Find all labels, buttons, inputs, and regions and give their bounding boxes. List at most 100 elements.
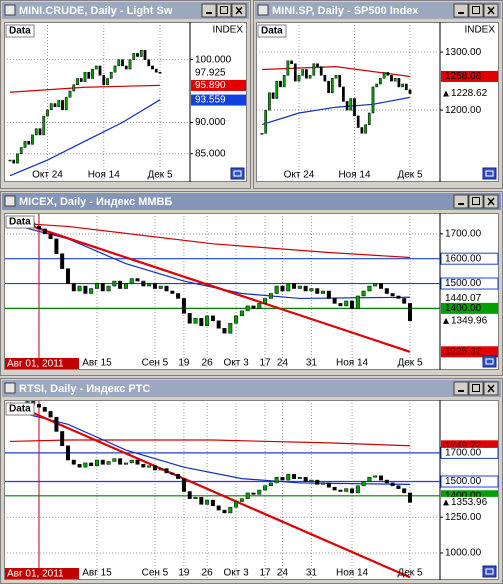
candle [396,485,401,489]
candle [280,476,285,481]
candle [129,459,134,464]
candle [303,285,308,292]
minimize-button[interactable] [453,3,469,18]
candle [34,128,38,136]
candle [141,464,146,468]
x-tick-label: 19 [178,568,190,579]
candle [338,489,343,492]
maximize-button[interactable] [468,381,484,396]
maximize-button[interactable] [216,3,232,18]
minimize-button[interactable] [453,194,469,209]
candle [158,468,163,471]
candle [323,75,327,82]
price-tag [440,277,499,290]
candle [321,482,326,485]
candle [94,283,99,289]
candle [355,295,360,309]
x-tick-label: Дек 5 [147,170,172,181]
x-tick-label: Авг 15 [82,358,112,369]
candle [297,476,302,479]
title-bar [2,380,501,397]
candle [123,283,128,289]
candle [199,496,204,505]
candle [61,100,64,111]
candle [158,71,162,74]
candle [334,75,338,79]
x-tick-label: 26 [202,568,214,579]
x-tick-label: Ноя 14 [338,170,371,181]
x-tick-label: Ноя 14 [336,568,369,579]
candle [129,278,134,284]
candle [282,75,286,88]
candle [316,63,319,67]
x-tick-label: Окт 3 [223,358,249,369]
candle [286,60,290,76]
button-glyph [472,384,480,392]
candle [89,462,94,467]
price-tag-label: 1228.62 [451,88,488,99]
candle [371,86,375,114]
window-icon [4,195,16,207]
candle [338,75,342,88]
x-tick-label: 24 [277,358,289,369]
candle [42,115,46,136]
chart-area [4,400,499,580]
candle [71,283,76,292]
x-tick-label: Окт 3 [223,568,249,579]
candle [164,468,169,474]
candle [83,71,87,82]
minimize-button[interactable] [453,381,469,396]
plot [5,214,440,369]
candle [321,290,326,294]
candle [345,101,349,111]
candle [308,75,312,79]
minimize-button[interactable] [201,3,217,18]
candle [350,488,355,494]
candle [106,461,111,465]
price-tag-label: 1500.00 [445,278,482,289]
chart-window: RTSI, Daily - Индекс РТС 1250.00 1000.00 Ав… [0,378,503,584]
x-tick-label: 17 [260,358,272,369]
price-tag-label: 1353.96 [451,497,488,508]
candle [350,300,355,309]
moving-average [9,84,161,93]
candle [216,320,221,329]
candle [297,75,301,82]
candle [210,315,215,322]
candle [205,499,210,505]
scale-button[interactable] [482,565,497,578]
candle [408,492,412,503]
candle [42,406,47,412]
candle [216,505,221,511]
scale-button[interactable] [482,355,497,368]
y-tick-label: 1000.00 [445,548,482,559]
candle [141,280,146,287]
candle [72,84,76,92]
candle [332,486,337,491]
candle [36,404,41,408]
axis-header: INDEX [464,25,495,36]
candle [257,489,262,495]
candle [68,90,72,98]
candle [31,134,34,145]
button-glyph [220,6,228,14]
scale-button[interactable] [482,167,497,180]
candle [402,298,407,304]
candle [54,238,59,254]
x-tick-label: 26 [202,358,214,369]
maximize-button[interactable] [468,194,484,209]
scale-button[interactable] [230,167,245,180]
price-tag [191,94,246,106]
data-label: Data [261,26,283,37]
price-tag-label: 1225.32 [445,346,482,357]
price-tag-label: 1440.07 [445,293,482,304]
candle [139,49,143,57]
candle [386,72,390,76]
candle [199,318,204,327]
maximize-button[interactable] [468,3,484,18]
candle [16,153,19,164]
x-tick-label: Дек 5 [397,568,422,579]
candle [373,283,378,287]
candle [102,75,106,85]
candle [60,431,65,447]
